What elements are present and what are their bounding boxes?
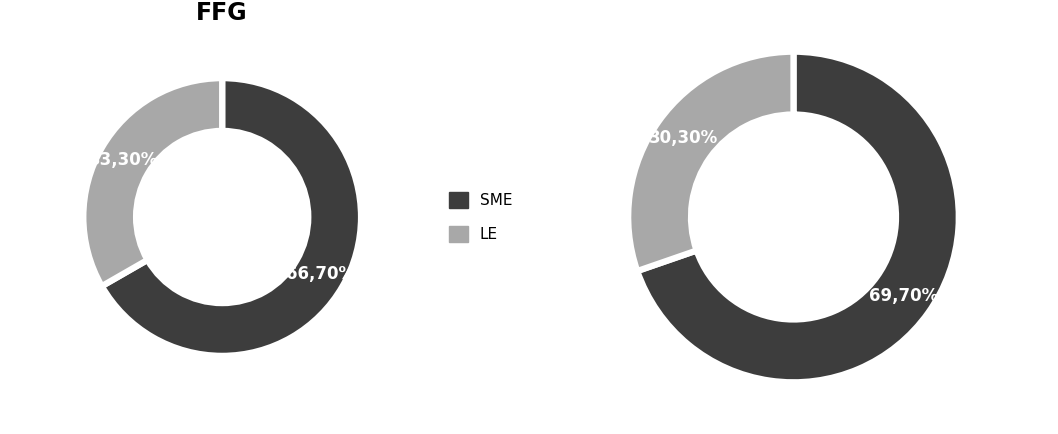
Wedge shape bbox=[84, 78, 222, 286]
Wedge shape bbox=[102, 78, 361, 356]
Wedge shape bbox=[628, 52, 794, 271]
Wedge shape bbox=[637, 52, 959, 382]
Legend: SME, LE: SME, LE bbox=[1055, 186, 1058, 248]
Text: 66,70%: 66,70% bbox=[286, 265, 355, 283]
Legend: SME, LE: SME, LE bbox=[443, 186, 518, 248]
Title: FFG: FFG bbox=[197, 1, 248, 25]
Text: 30,30%: 30,30% bbox=[649, 129, 717, 148]
Text: 33,30%: 33,30% bbox=[89, 151, 159, 169]
Text: 69,70%: 69,70% bbox=[870, 286, 938, 305]
